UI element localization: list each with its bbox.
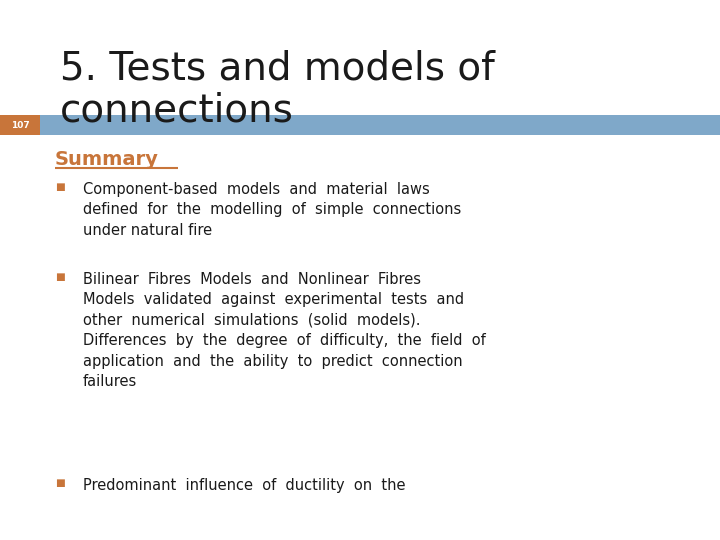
Bar (0, 115, 40, 135)
Text: connections: connections (60, 92, 294, 130)
Text: ■: ■ (55, 182, 65, 192)
Text: 107: 107 (11, 120, 30, 130)
Text: Bilinear  Fibres  Models  and  Nonlinear  Fibres
Models  validated  against  exp: Bilinear Fibres Models and Nonlinear Fib… (83, 272, 486, 389)
Bar (0, 115, 720, 135)
Text: ■: ■ (55, 272, 65, 282)
Text: Component-based  models  and  material  laws
defined  for  the  modelling  of  s: Component-based models and material laws… (83, 182, 462, 238)
Text: ■: ■ (55, 478, 65, 488)
Text: Summary: Summary (55, 150, 159, 169)
Text: 5. Tests and models of: 5. Tests and models of (60, 50, 495, 88)
Text: Predominant  influence  of  ductility  on  the: Predominant influence of ductility on th… (83, 478, 405, 493)
